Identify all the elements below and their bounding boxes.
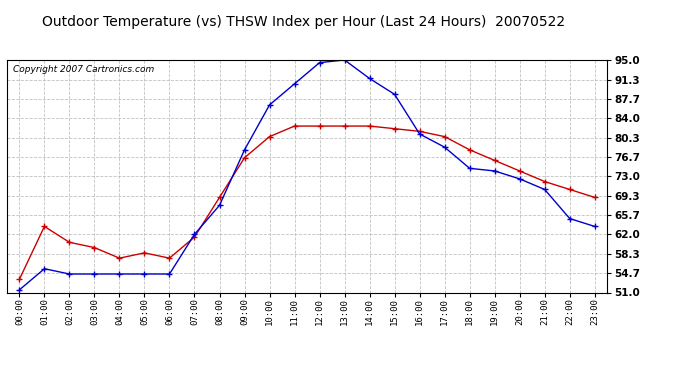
Text: Outdoor Temperature (vs) THSW Index per Hour (Last 24 Hours)  20070522: Outdoor Temperature (vs) THSW Index per … xyxy=(42,15,565,29)
Text: Copyright 2007 Cartronics.com: Copyright 2007 Cartronics.com xyxy=(13,64,154,74)
